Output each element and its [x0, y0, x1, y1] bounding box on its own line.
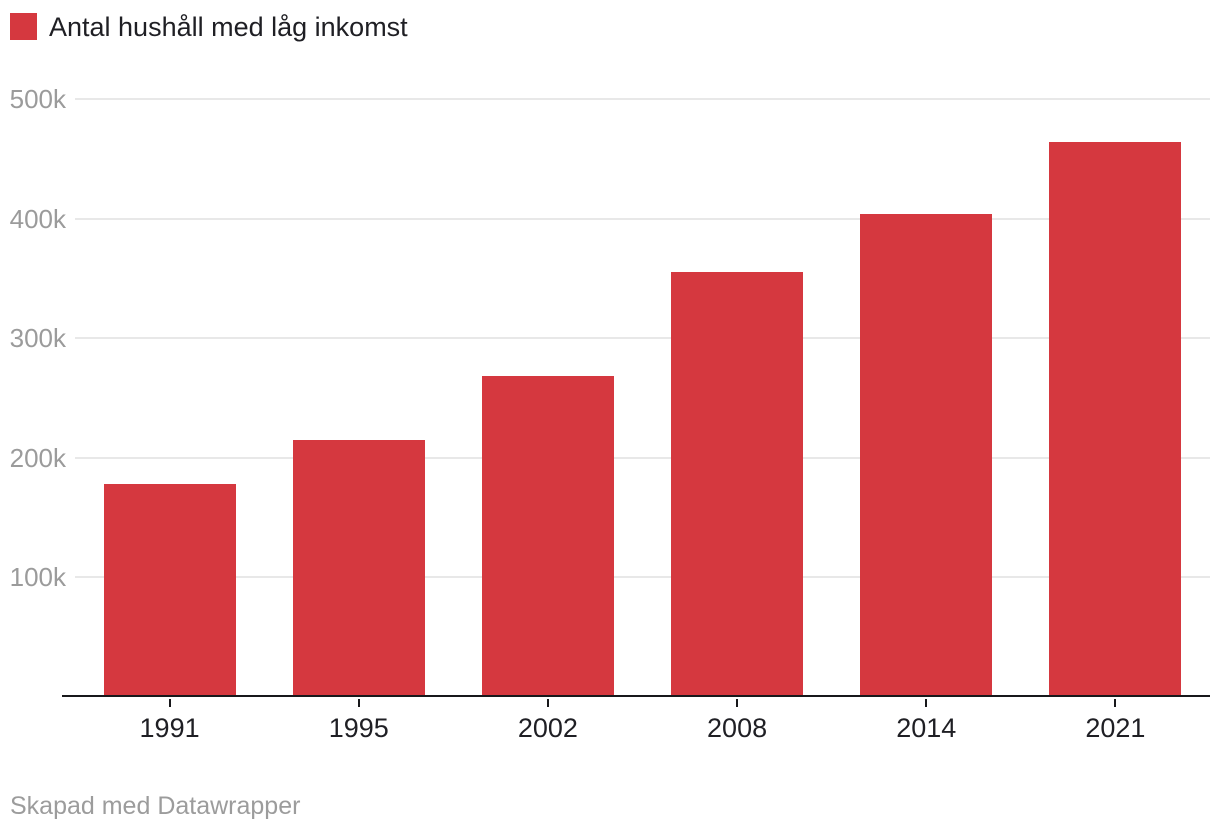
- bar-2008[interactable]: [671, 272, 804, 697]
- y-axis-label-200k: 200k: [9, 442, 66, 473]
- datawrapper-credit-link[interactable]: Skapad med Datawrapper: [10, 792, 301, 820]
- x-axis-tick-2008: [736, 699, 739, 707]
- x-axis-label-2014: 2014: [896, 713, 957, 743]
- y-axis-label-400k: 400k: [9, 203, 66, 234]
- bar-2002[interactable]: [481, 376, 614, 697]
- y-axis-label-500k: 500k: [9, 84, 66, 114]
- gridline-100k: [75, 576, 1210, 579]
- gridline-500k: [75, 98, 1210, 100]
- x-axis-label-1991: 1991: [139, 713, 200, 743]
- bar-2021[interactable]: [1049, 142, 1182, 697]
- x-axis-tick-2021: [1114, 699, 1117, 707]
- bar-2014[interactable]: [860, 213, 993, 697]
- legend-swatch: [10, 13, 37, 40]
- gridline-200k: [75, 456, 1210, 459]
- y-axis-label-300k: 300k: [9, 323, 66, 354]
- legend: Antal hushåll med låg inkomst: [10, 12, 408, 41]
- x-axis-label-1995: 1995: [328, 713, 389, 743]
- x-axis-line: [62, 695, 1210, 697]
- x-axis-tick-1995: [357, 699, 360, 707]
- x-axis-tick-1991: [168, 699, 171, 707]
- plot-area: 1991 1995 2002 2008 2014 2021: [75, 98, 1210, 742]
- y-axis-label-100k: 100k: [9, 562, 66, 593]
- x-axis-tick-2002: [546, 699, 549, 707]
- gridline-400k: [75, 217, 1210, 220]
- gridline-300k: [75, 337, 1210, 340]
- x-axis-label-2008: 2008: [707, 713, 768, 743]
- x-axis-label-2002: 2002: [517, 713, 578, 743]
- bar-1991[interactable]: [103, 484, 236, 697]
- x-axis-label-2021: 2021: [1085, 713, 1146, 743]
- legend-label: Antal hushåll med låg inkomst: [49, 12, 408, 42]
- bar-1995[interactable]: [292, 439, 425, 697]
- y-axis-labels: 100k 200k 300k 400k 500k: [0, 86, 66, 697]
- x-axis-tick-2014: [925, 699, 928, 707]
